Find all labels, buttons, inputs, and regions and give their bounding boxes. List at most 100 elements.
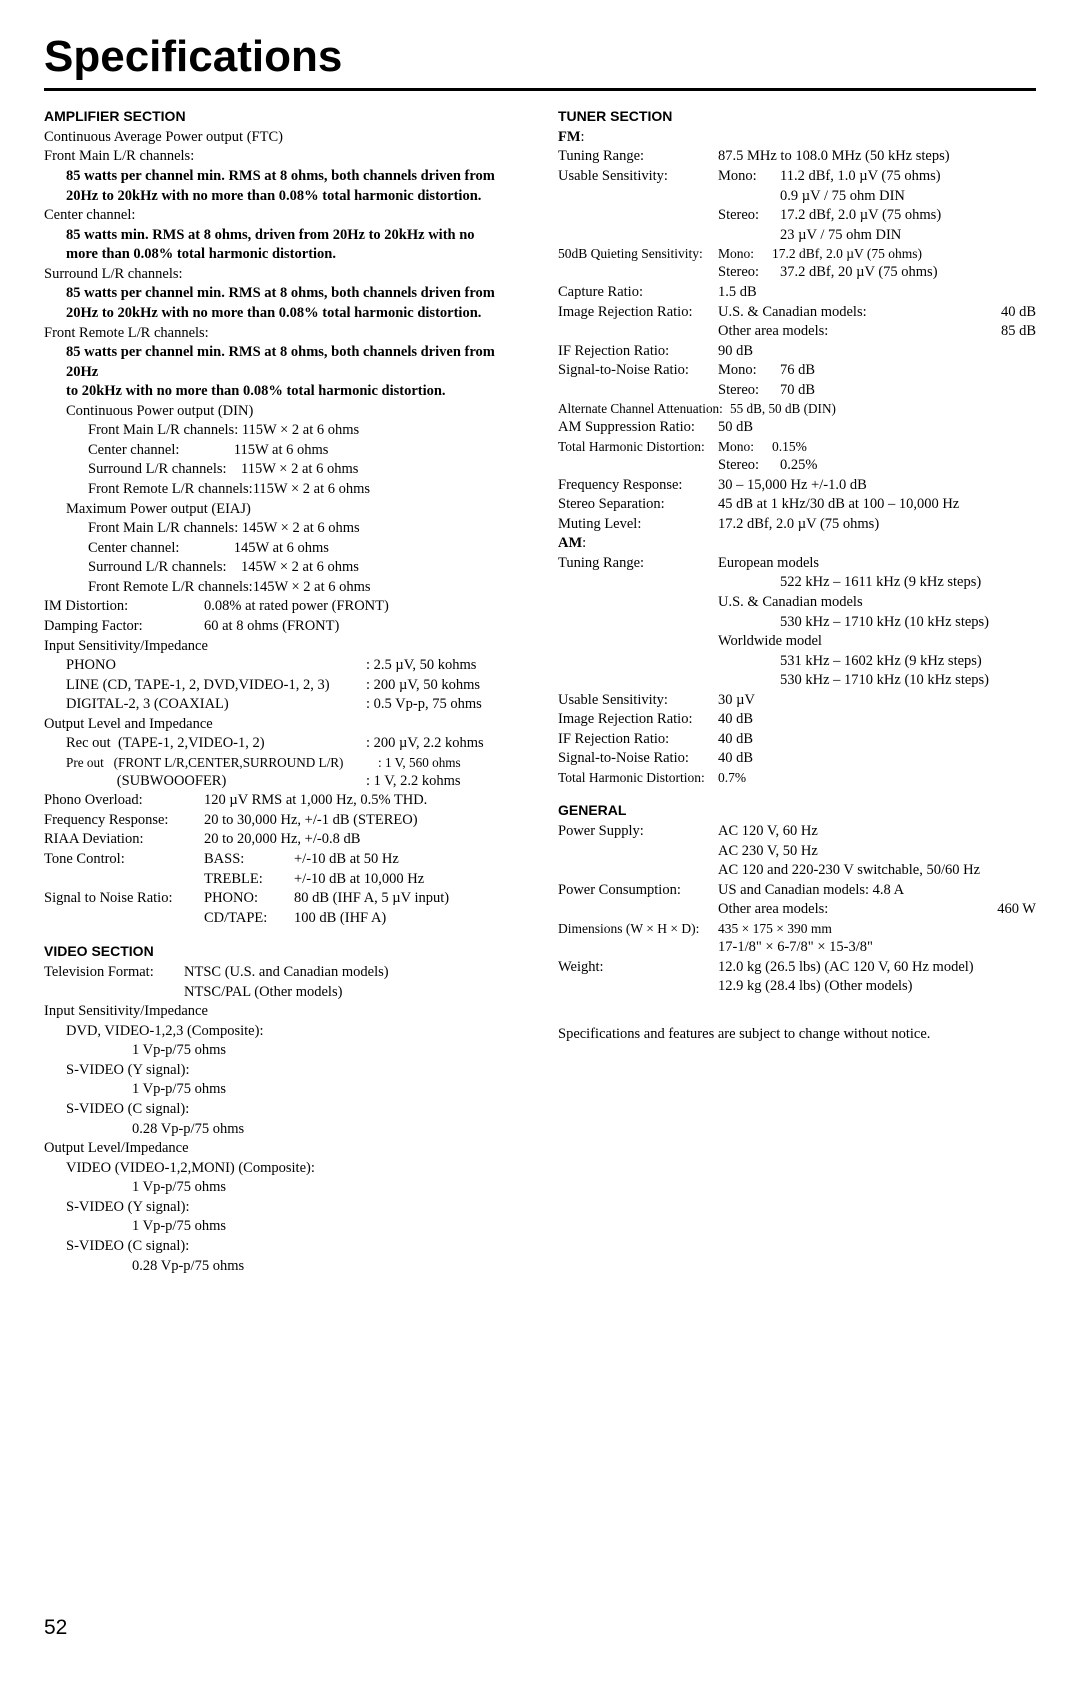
irr-v1: U.S. & Canadian models: <box>718 303 966 323</box>
tc-k: Tone Control: <box>44 850 204 870</box>
irr-1: Image Rejection Ratio: U.S. & Canadian m… <box>558 303 1036 323</box>
center-spec1: 85 watts min. RMS at 8 ohms, driven from… <box>44 226 522 246</box>
snr-stereo: Stereo: 70 dB <box>558 381 1036 401</box>
irr-r1: 40 dB <box>966 303 1036 323</box>
po-k: Phono Overload: <box>44 791 204 811</box>
am-irr-v: 40 dB <box>718 710 1036 730</box>
wt-v1: 12.0 kg (26.5 lbs) (AC 120 V, 60 Hz mode… <box>718 958 1036 978</box>
din-remote: Front Remote L/R channels:115W × 2 at 6 … <box>44 480 522 500</box>
am-tr-v1: European models <box>718 554 1036 574</box>
wt-1: Weight: 12.0 kg (26.5 lbs) (AC 120 V, 60… <box>558 958 1036 978</box>
dvd-v: 1 Vp-p/75 ohms <box>44 1041 522 1061</box>
isi-line: LINE (CD, TAPE-1, 2, DVD,VIDEO-1, 2, 3) … <box>44 676 522 696</box>
am-tr-v3: Worldwide model <box>718 632 1036 652</box>
am-thd-k: Total Harmonic Distortion: <box>558 769 718 787</box>
qs-k: 50dB Quieting Sensitivity: <box>558 245 718 263</box>
thd-mono-m: Mono: <box>718 438 772 456</box>
snr-mono-v2: 76 dB <box>780 361 1036 381</box>
oli-label: Output Level and Impedance <box>44 715 522 735</box>
snr-cd-m: CD/TAPE: <box>204 909 294 929</box>
ifr-k: IF Rejection Ratio: <box>558 342 718 362</box>
aca-k: Alternate Channel Attenuation: <box>558 400 730 418</box>
center-label: Center channel: <box>44 206 522 226</box>
oli-sub-k: (SUBWOOOFER) <box>66 772 366 792</box>
front-main-spec2: 20Hz to 20kHz with no more than 0.08% to… <box>44 187 522 207</box>
ams-k: AM Suppression Ratio: <box>558 418 718 438</box>
isi-phono: PHONO : 2.5 µV, 50 kohms <box>44 656 522 676</box>
isi-phono-k: PHONO <box>66 656 366 676</box>
tr-row: Tuning Range: 87.5 MHz to 108.0 MHz (50 … <box>558 147 1036 167</box>
video-heading: VIDEO SECTION <box>44 942 522 961</box>
qs-stereo-v: 37.2 dBf, 20 µV (75 ohms) <box>780 263 1036 283</box>
remote-spec2: to 20kHz with no more than 0.08% total h… <box>44 382 522 402</box>
us-mono-2: 0.9 µV / 75 ohm DIN <box>558 187 1036 207</box>
video-label: VIDEO (VIDEO-1,2,MONI) (Composite): <box>44 1159 522 1179</box>
eiaj-remote: Front Remote L/R channels:145W × 2 at 6 … <box>44 578 522 598</box>
amp-heading: AMPLIFIER SECTION <box>44 107 522 126</box>
im-v: 0.08% at rated power (FRONT) <box>204 597 522 617</box>
ps-v1: AC 120 V, 60 Hz <box>718 822 1036 842</box>
am-label: AM <box>558 535 582 551</box>
snr-k: Signal to Noise Ratio: <box>44 889 204 909</box>
ams-row: AM Suppression Ratio: 50 dB <box>558 418 1036 438</box>
svc-label: S-VIDEO (C signal): <box>44 1100 522 1120</box>
front-main-label: Front Main L/R channels: <box>44 147 522 167</box>
left-column: AMPLIFIER SECTION Continuous Average Pow… <box>44 107 522 1276</box>
fr-v: 20 to 30,000 Hz, +/-1 dB (STEREO) <box>204 811 522 831</box>
am-snr-v: 40 dB <box>718 749 1036 769</box>
riaa-v: 20 to 20,000 Hz, +/-0.8 dB <box>204 830 522 850</box>
din-front-main: Front Main L/R channels: 115W × 2 at 6 o… <box>44 421 522 441</box>
disclaimer: Specifications and features are subject … <box>558 1025 1036 1045</box>
cr-k: Capture Ratio: <box>558 283 718 303</box>
page-title: Specifications <box>44 32 1036 91</box>
qs-stereo: Stereo: 37.2 dBf, 20 µV (75 ohms) <box>558 263 1036 283</box>
svc-v: 0.28 Vp-p/75 ohms <box>44 1120 522 1140</box>
am-us-v: 30 µV <box>718 691 1036 711</box>
dim-v2: 17-1/8" × 6-7/8" × 15-3/8" <box>718 938 1036 958</box>
pc-v1: US and Canadian models: 4.8 A <box>718 881 1036 901</box>
tv-format: Television Format: NTSC (U.S. and Canadi… <box>44 963 522 983</box>
snr-mono: Signal-to-Noise Ratio: Mono: 76 dB <box>558 361 1036 381</box>
thd-stereo: Stereo: 0.25% <box>558 456 1036 476</box>
right-column: TUNER SECTION FM: Tuning Range: 87.5 MHz… <box>558 107 1036 1276</box>
am-tr-2a: 530 kHz – 1710 kHz (10 kHz steps) <box>558 613 1036 633</box>
riaa: RIAA Deviation: 20 to 20,000 Hz, +/-0.8 … <box>44 830 522 850</box>
po-v: 120 µV RMS at 1,000 Hz, 0.5% THD. <box>204 791 522 811</box>
isi-label: Input Sensitivity/Impedance <box>44 637 522 657</box>
tuner-heading: TUNER SECTION <box>558 107 1036 126</box>
am-snr-k: Signal-to-Noise Ratio: <box>558 749 718 769</box>
din-center: Center channel: 115W at 6 ohms <box>44 441 522 461</box>
snr-phono-v: 80 dB (IHF A, 5 µV input) <box>294 889 522 909</box>
oli-rec-k: Rec out (TAPE-1, 2,VIDEO-1, 2) <box>66 734 366 754</box>
isi-dig-k: DIGITAL-2, 3 (COAXIAL) <box>66 695 366 715</box>
us-stereo-2: 23 µV / 75 ohm DIN <box>558 226 1036 246</box>
tv-format-2: NTSC/PAL (Other models) <box>44 983 522 1003</box>
isi-dig-v: : 0.5 Vp-p, 75 ohms <box>366 695 522 715</box>
thd-k: Total Harmonic Distortion: <box>558 438 718 456</box>
svy2-v: 1 Vp-p/75 ohms <box>44 1217 522 1237</box>
am-tr-2: U.S. & Canadian models <box>558 593 1036 613</box>
am-tr-v3b: 530 kHz – 1710 kHz (10 kHz steps) <box>780 671 1036 691</box>
am-tr-v2a: 530 kHz – 1710 kHz (10 kHz steps) <box>780 613 1036 633</box>
am-irr: Image Rejection Ratio: 40 dB <box>558 710 1036 730</box>
svy-v: 1 Vp-p/75 ohms <box>44 1080 522 1100</box>
t-fr-row: Frequency Response: 30 – 15,000 Hz +/-1.… <box>558 476 1036 496</box>
ml-row: Muting Level: 17.2 dBf, 2.0 µV (75 ohms) <box>558 515 1036 535</box>
ss-row: Stereo Separation: 45 dB at 1 kHz/30 dB … <box>558 495 1036 515</box>
qs-mono: 50dB Quieting Sensitivity: Mono: 17.2 dB… <box>558 245 1036 263</box>
dim-v1: 435 × 175 × 390 mm <box>718 920 1036 938</box>
pc-1: Power Consumption: US and Canadian model… <box>558 881 1036 901</box>
tr-v: 87.5 MHz to 108.0 MHz (50 kHz steps) <box>718 147 1036 167</box>
us-mono-m: Mono: <box>718 167 780 187</box>
vid-oli-label: Output Level/Impedance <box>44 1139 522 1159</box>
tv-v1: NTSC (U.S. and Canadian models) <box>184 963 522 983</box>
tc-bass-v: +/-10 dB at 50 Hz <box>294 850 522 870</box>
am-tr-3: Worldwide model <box>558 632 1036 652</box>
isi-digital: DIGITAL-2, 3 (COAXIAL) : 0.5 Vp-p, 75 oh… <box>44 695 522 715</box>
am-irr-k: Image Rejection Ratio: <box>558 710 718 730</box>
am-us-k: Usable Sensitivity: <box>558 691 718 711</box>
am-tr-v2: U.S. & Canadian models <box>718 593 1036 613</box>
phono-overload: Phono Overload: 120 µV RMS at 1,000 Hz, … <box>44 791 522 811</box>
df-k: Damping Factor: <box>44 617 204 637</box>
snr-mono-m2: Mono: <box>718 361 780 381</box>
